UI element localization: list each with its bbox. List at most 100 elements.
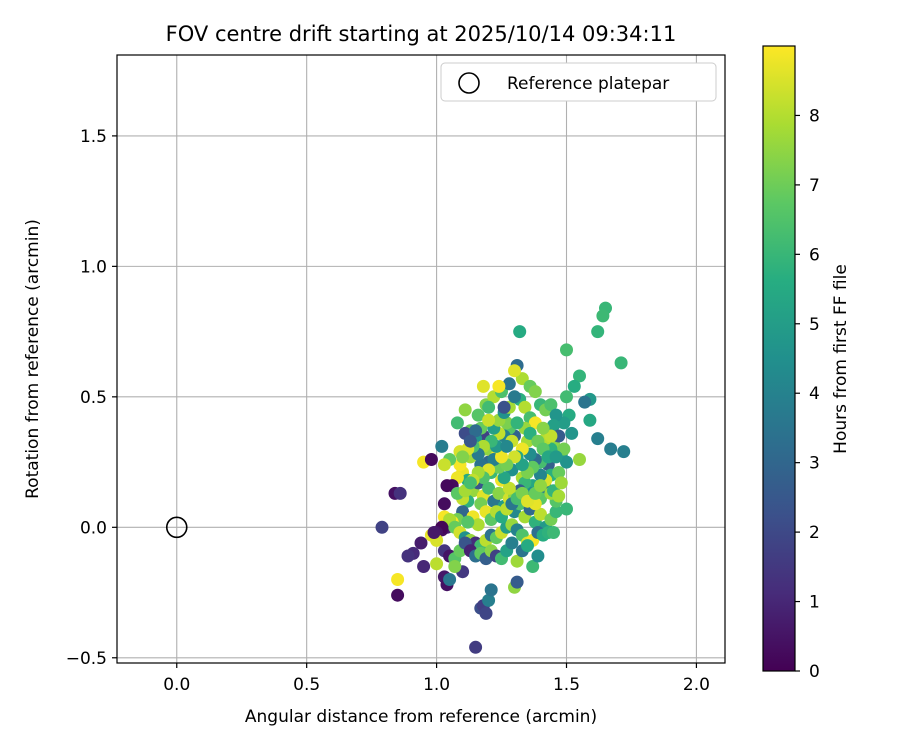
scatter-point — [510, 575, 524, 589]
scatter-point — [513, 325, 527, 339]
scatter-point — [591, 325, 605, 339]
scatter-point — [560, 455, 573, 469]
scatter-point — [528, 385, 542, 399]
scatter-point — [495, 450, 508, 464]
scatter-point — [614, 356, 628, 370]
scatter-point — [578, 395, 592, 409]
scatter-point — [510, 554, 524, 568]
scatter-point — [583, 413, 597, 427]
scatter-point — [521, 539, 534, 553]
scatter-point — [476, 379, 490, 393]
colorbar-tick-label: 6 — [809, 245, 820, 265]
scatter-point — [531, 549, 545, 563]
y-axis-label: Rotation from reference (arcmin) — [23, 219, 43, 499]
scatter-point — [534, 507, 547, 521]
x-tick-label: 0.5 — [293, 675, 320, 695]
scatter-point — [482, 400, 496, 414]
legend-entry: Reference platepar — [507, 74, 669, 94]
scatter-point — [547, 419, 560, 432]
scatter-point — [414, 536, 428, 550]
scatter-point — [534, 479, 547, 493]
scatter-point — [492, 379, 506, 393]
scatter-point — [437, 458, 451, 472]
scatter-point — [536, 421, 550, 435]
x-tick-label: 1.5 — [553, 675, 580, 695]
scatter-point — [393, 486, 407, 500]
scatter-point — [549, 408, 563, 422]
scatter-point — [557, 442, 571, 456]
scatter-point — [417, 560, 431, 573]
scatter-point — [567, 379, 581, 393]
scatter-point — [401, 549, 415, 563]
x-tick-label: 0.0 — [163, 675, 190, 695]
scatter-point — [526, 560, 540, 573]
colorbar-tick-label: 5 — [809, 315, 820, 335]
scatter-point — [482, 413, 496, 427]
scatter-point — [463, 434, 477, 448]
x-tick-label: 1.0 — [423, 675, 450, 695]
scatter-point — [497, 400, 511, 414]
scatter-point — [500, 439, 514, 453]
scatter-point — [591, 432, 605, 446]
scatter-point — [430, 557, 444, 571]
colorbar-tick-label: 4 — [809, 384, 820, 404]
reference-marker — [165, 516, 188, 539]
scatter-point — [544, 398, 558, 412]
colorbar-tick-label: 0 — [809, 662, 820, 682]
colorbar-tick-label: 7 — [809, 176, 820, 196]
scatter-point — [471, 518, 485, 532]
scatter-point — [549, 450, 563, 464]
plot-frame — [116, 54, 726, 664]
scatter-point — [479, 606, 493, 620]
scatter-point — [617, 445, 631, 459]
scatter-point — [443, 573, 457, 586]
colorbar-tick-label: 2 — [809, 523, 820, 543]
axis-ticks: 0.0 0.5 1.0 1.5 2.0 −0.5 0.0 0.5 1.0 1.5 — [66, 127, 710, 695]
scatter-point — [427, 526, 441, 539]
grid — [117, 55, 725, 663]
scatter-point — [560, 502, 573, 516]
scatter-point — [375, 520, 389, 534]
scatter-point — [450, 416, 464, 430]
scatter-point — [552, 489, 566, 503]
scatter-point — [508, 390, 521, 404]
scatter-point — [482, 481, 496, 495]
x-axis-label: Angular distance from reference (arcmin) — [245, 707, 597, 727]
scatter-point — [456, 450, 470, 464]
scatter-point — [554, 476, 568, 490]
scatter-point — [440, 479, 454, 493]
y-tick-label: −0.5 — [66, 649, 107, 669]
scatter-point — [596, 309, 610, 323]
scatter-point — [437, 497, 451, 511]
scatter-point — [573, 453, 586, 466]
scatter-point — [391, 588, 405, 602]
scatter-point — [502, 481, 516, 495]
scatter-points — [375, 301, 631, 654]
colorbar-ticks: 0 1 2 3 4 5 6 7 8 — [795, 106, 820, 682]
x-tick-label: 2.0 — [683, 675, 710, 695]
scatter-point — [482, 593, 496, 607]
scatter-point — [435, 439, 449, 453]
scatter-point — [547, 526, 560, 539]
scatter-point — [505, 536, 519, 550]
legend-box — [440, 62, 717, 102]
scatter-point — [484, 583, 498, 597]
chart-title: FOV centre drift starting at 2025/10/14 … — [166, 22, 677, 46]
y-tick-label: 1.0 — [80, 257, 107, 277]
y-tick-label: 0.0 — [80, 518, 107, 538]
scatter-point — [552, 466, 566, 479]
scatter-point — [560, 390, 573, 404]
colorbar-tick-label: 1 — [809, 593, 820, 613]
scatter-point — [463, 476, 477, 490]
scatter-point — [471, 408, 485, 422]
scatter-point — [391, 573, 405, 586]
colorbar-tick-label: 3 — [809, 454, 820, 474]
scatter-point — [604, 442, 618, 456]
scatter-point — [492, 486, 506, 500]
scatter-point — [497, 471, 511, 485]
scatter-point — [458, 403, 472, 417]
scatter-point — [469, 424, 483, 438]
colorbar — [762, 45, 796, 672]
legend: Reference platepar — [440, 62, 717, 102]
